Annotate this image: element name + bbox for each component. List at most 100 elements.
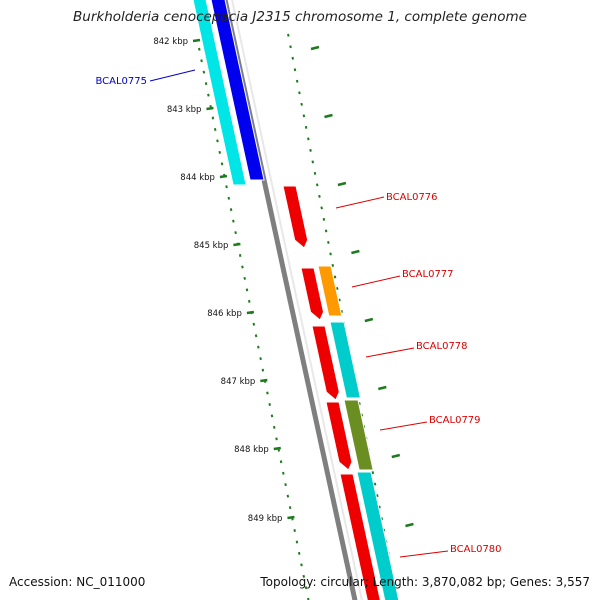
scale-tick-right [351,249,360,255]
gene-label-bcal0778[interactable]: BCAL0778 [416,341,468,352]
gene-label-leader [379,421,428,431]
ruler-dot [218,150,222,154]
ruler-dot [213,127,217,131]
ruler-dot [318,194,321,198]
scale-tick-label: 845 kbp [194,241,229,251]
scale-tick [287,515,295,520]
ruler-dot [204,82,208,86]
ruler-dot [311,160,315,164]
gene-block-olive-bcal0779[interactable] [343,399,374,471]
gene-label-bcal0776[interactable]: BCAL0776 [386,192,438,203]
scale-tick-right [378,385,387,391]
ruler-dot [373,482,377,486]
gene-label-bcal0777[interactable]: BCAL0777 [402,269,454,280]
gene-label-bcal0779[interactable]: BCAL0779 [429,415,481,426]
ruler-dot [304,586,308,590]
genome-summary-text: Topology: circular; Length: 3,870,082 bp… [260,575,590,589]
map-title: Burkholderia cenocepacia J2315 chromosom… [73,9,527,25]
ruler-dot [380,517,384,521]
scale-tick [246,310,255,315]
scale-tick [206,106,214,111]
ruler-dot [202,70,206,74]
ruler-dot [295,79,299,83]
ruler-dot [198,47,201,51]
ruler-dot [200,59,203,63]
ruler-dot [243,276,246,280]
gene-label-leader [351,275,401,288]
gene-label-bcal0775[interactable]: BCAL0775 [95,76,147,87]
ruler-dot [272,425,276,429]
ruler-dot [298,91,301,95]
ruler-dot [335,286,339,290]
ruler-dot [241,265,244,269]
ruler-dot [266,391,269,395]
scale-tick-label: 846 kbp [207,309,242,319]
gene-block-red-bcal0778[interactable] [311,325,340,401]
ruler-dot [220,162,224,166]
ruler-dot [295,540,299,544]
ruler-dot [300,102,303,106]
gene-block-cyan-bcal0778[interactable] [329,321,362,399]
ruler-dot [216,139,219,143]
ruler-dot [238,254,242,257]
ruler-dot [331,263,335,267]
gene-block-orange-bcal0777[interactable] [317,265,343,317]
ruler-dot [289,45,292,49]
ruler-dot [307,597,310,600]
ruler-dot [287,33,290,37]
scale-tick-label: 842 kbp [153,37,188,47]
scale-tick [192,38,201,43]
ruler-dot [300,563,303,567]
gene-block-red-bcal0777[interactable] [300,267,325,321]
scale-tick-right [337,181,347,187]
ruler-dot [313,171,317,175]
ruler-dot [293,529,296,532]
ruler-dot [257,345,260,349]
ruler-dot [261,368,265,372]
ruler-dot [371,471,375,475]
ruler-dot [324,229,328,233]
scale-tick [273,446,281,451]
gene-block-cyan-bcal0775[interactable] [192,0,247,186]
scale-tick-right [364,317,374,323]
scale-tick-label: 844 kbp [180,173,215,183]
ruler-dot [304,125,308,129]
gene-block-red-bcal0779[interactable] [325,401,353,471]
gene-label-leader [149,69,196,82]
scale-tick-right [405,522,414,528]
scale-tick-label: 843 kbp [167,105,202,115]
gene-block-cyan-bcal0780[interactable] [356,471,400,600]
gene-block-blue-bcal0775[interactable] [210,0,265,181]
ruler-dot [270,414,274,418]
ruler-dot [229,208,233,212]
ruler-dot [293,68,297,72]
ruler-dot [307,137,310,141]
ruler-dot [286,494,290,498]
ruler-dot [279,460,283,464]
ruler-dot [247,299,251,303]
ruler-dot [288,506,292,510]
scale-tick [219,174,228,179]
ruler-dot [232,219,235,223]
ruler-dot [376,494,379,498]
ruler-dot [302,574,306,578]
scale-tick-right [324,113,333,119]
gene-label-bcal0780[interactable]: BCAL0780 [450,544,502,555]
ruler-dot [291,56,295,60]
ruler-dot [234,231,237,235]
ruler-dot [297,551,301,555]
ruler-dot [284,483,287,487]
chromosome-backbone-inner [231,0,363,600]
scale-tick-right [310,45,320,51]
gene-block-red-bcal0780[interactable] [339,473,381,600]
ruler-dot [211,116,215,120]
ruler-dot [259,357,262,361]
ruler-dot [275,437,278,441]
scale-tick-label: 848 kbp [234,445,269,455]
ruler-dot [227,196,231,200]
ruler-dot [282,471,285,475]
gene-block-red-bcal0776[interactable] [282,185,309,249]
ruler-dot [315,183,319,187]
